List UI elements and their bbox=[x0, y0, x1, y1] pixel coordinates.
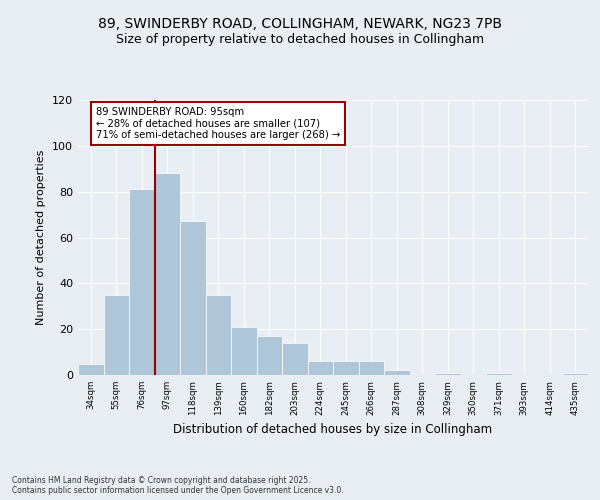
Bar bbox=[282, 343, 308, 375]
Bar bbox=[563, 372, 588, 375]
Bar bbox=[359, 361, 384, 375]
Bar bbox=[205, 295, 231, 375]
Text: Contains HM Land Registry data © Crown copyright and database right 2025.
Contai: Contains HM Land Registry data © Crown c… bbox=[12, 476, 344, 495]
X-axis label: Distribution of detached houses by size in Collingham: Distribution of detached houses by size … bbox=[173, 423, 493, 436]
Bar bbox=[104, 295, 129, 375]
Text: 89, SWINDERBY ROAD, COLLINGHAM, NEWARK, NG23 7PB: 89, SWINDERBY ROAD, COLLINGHAM, NEWARK, … bbox=[98, 18, 502, 32]
Bar bbox=[129, 190, 155, 375]
Text: 89 SWINDERBY ROAD: 95sqm
← 28% of detached houses are smaller (107)
71% of semi-: 89 SWINDERBY ROAD: 95sqm ← 28% of detach… bbox=[96, 107, 340, 140]
Bar bbox=[308, 361, 333, 375]
Y-axis label: Number of detached properties: Number of detached properties bbox=[37, 150, 46, 325]
Bar bbox=[435, 372, 461, 375]
Text: Size of property relative to detached houses in Collingham: Size of property relative to detached ho… bbox=[116, 32, 484, 46]
Bar bbox=[384, 370, 409, 375]
Bar bbox=[486, 372, 511, 375]
Bar bbox=[333, 361, 359, 375]
Bar bbox=[155, 174, 180, 375]
Bar bbox=[231, 327, 257, 375]
Bar bbox=[180, 222, 205, 375]
Bar bbox=[257, 336, 282, 375]
Bar bbox=[78, 364, 104, 375]
